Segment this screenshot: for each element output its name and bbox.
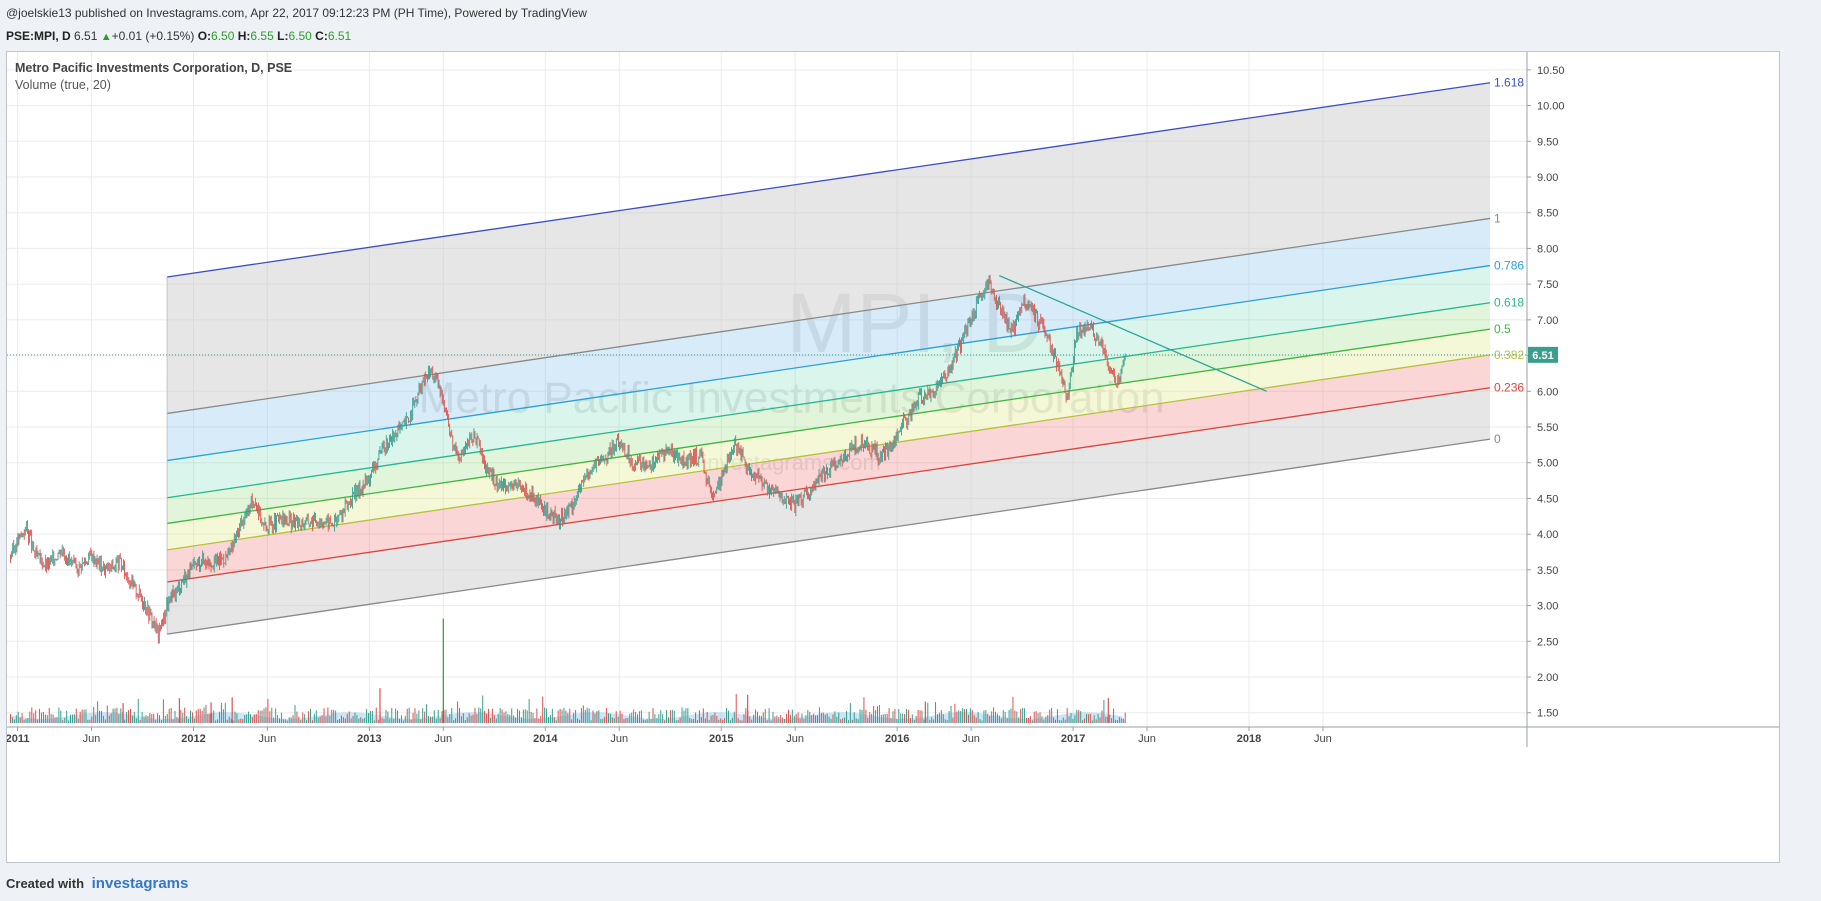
close-label: C: <box>315 29 328 43</box>
fib-level-label: 0.786 <box>1494 259 1524 273</box>
fib-level-label: 0.5 <box>1494 322 1511 336</box>
y-tick-label: 4.00 <box>1537 529 1558 541</box>
price-change: +0.01 (+0.15%) <box>111 29 195 43</box>
x-tick-label: Jun <box>83 733 101 745</box>
chart-legend: Metro Pacific Investments Corporation, D… <box>15 60 292 94</box>
x-tick-label: 2014 <box>533 733 558 745</box>
fib-band <box>167 354 1491 582</box>
y-tick-label: 2.00 <box>1537 672 1558 684</box>
fib-band <box>167 387 1491 635</box>
x-tick-label: Jun <box>434 733 452 745</box>
x-tick-label: Jun <box>1314 733 1332 745</box>
footer-credit: Created with investagrams <box>6 875 188 892</box>
fib-level-line <box>166 387 1491 583</box>
chart-panel[interactable]: MPI, DMetro Pacific Investments Corporat… <box>6 51 1780 863</box>
fib-level-label: 0.236 <box>1494 381 1524 395</box>
fib-level-label: 1.618 <box>1494 76 1524 90</box>
y-tick-label: 2.50 <box>1537 636 1558 648</box>
legend-title: Metro Pacific Investments Corporation, D… <box>15 61 293 75</box>
y-tick-label: 7.00 <box>1537 315 1558 327</box>
y-tick-label: 3.50 <box>1537 565 1558 577</box>
open-label: O: <box>197 29 212 43</box>
fib-level-label: 0.382 <box>1494 348 1524 362</box>
up-arrow-icon: ▲ <box>100 31 112 43</box>
downtrend-line <box>998 274 1267 392</box>
investagrams-logo[interactable]: investagrams <box>91 875 189 892</box>
watermark-symbol: MPI, D <box>786 276 1043 370</box>
x-tick-label: Jun <box>610 733 628 745</box>
x-tick-label: 2013 <box>357 733 381 745</box>
fib-level-line <box>166 354 1491 551</box>
x-tick-label: Jun <box>962 733 980 745</box>
high-value: 6.55 <box>250 29 274 43</box>
fib-level-line <box>166 302 1491 499</box>
last-price-badge <box>1528 346 1558 363</box>
publish-line: @joelskie13 published on Investagrams.co… <box>6 6 587 20</box>
y-tick-label: 4.50 <box>1537 493 1558 505</box>
y-tick-label: 8.00 <box>1537 243 1558 255</box>
fib-level-line <box>166 264 1491 462</box>
fib-level-label: 0.618 <box>1494 296 1524 310</box>
fib-level-line <box>166 217 1491 415</box>
watermark-name: Metro Pacific Investments Corporation <box>419 374 1165 423</box>
x-tick-label: 2016 <box>885 733 909 745</box>
fib-level-label: 0 <box>1494 432 1501 446</box>
quote-line: PSE:MPI, D 6.51 ▲+0.01 (+0.15%) O:6.50 H… <box>6 29 351 43</box>
symbol-label: PSE:MPI, D <box>6 29 71 43</box>
y-tick-label: 9.50 <box>1537 136 1558 148</box>
last-price-badge-label: 6.51 <box>1532 350 1553 362</box>
fib-level-line <box>166 328 1491 525</box>
high-label: H: <box>237 29 251 43</box>
x-tick-label: 2015 <box>709 733 733 745</box>
fib-band <box>167 329 1491 550</box>
close-value: 6.51 <box>327 29 352 43</box>
fib-level-label: 1 <box>1494 211 1501 225</box>
x-tick-label: Jun <box>786 733 804 745</box>
fib-band <box>167 302 1491 524</box>
y-tick-label: 1.50 <box>1537 708 1558 720</box>
y-tick-label: 6.00 <box>1537 386 1558 398</box>
x-tick-label: 2012 <box>181 733 205 745</box>
y-tick-label: 8.50 <box>1537 208 1558 220</box>
fib-band <box>167 218 1491 461</box>
y-tick-label: 7.50 <box>1537 279 1558 291</box>
fib-level-line <box>166 438 1491 635</box>
legend-indicator: Volume (true, 20) <box>15 78 111 92</box>
created-with-label: Created with <box>6 876 85 891</box>
y-tick-label: 5.00 <box>1537 458 1558 470</box>
fib-band <box>167 82 1491 414</box>
x-tick-label: Jun <box>1138 733 1156 745</box>
y-tick-label: 3.00 <box>1537 601 1558 613</box>
y-tick-label: 9.00 <box>1537 172 1558 184</box>
y-tick-label: 5.50 <box>1537 422 1558 434</box>
x-tick-label: 2017 <box>1061 733 1085 745</box>
open-value: 6.50 <box>211 29 235 43</box>
x-tick-label: 2018 <box>1237 733 1261 745</box>
fib-band <box>167 265 1491 498</box>
price-chart[interactable]: MPI, DMetro Pacific Investments Corporat… <box>7 52 1779 862</box>
x-tick-label: Jun <box>258 733 276 745</box>
low-label: L: <box>277 29 289 43</box>
fib-level-line <box>166 82 1491 278</box>
last-price: 6.51 <box>74 29 98 43</box>
x-tick-label: 2011 <box>7 733 29 745</box>
y-tick-label: 10.00 <box>1537 101 1565 113</box>
y-tick-label: 10.50 <box>1537 65 1565 77</box>
low-value: 6.50 <box>288 29 312 43</box>
